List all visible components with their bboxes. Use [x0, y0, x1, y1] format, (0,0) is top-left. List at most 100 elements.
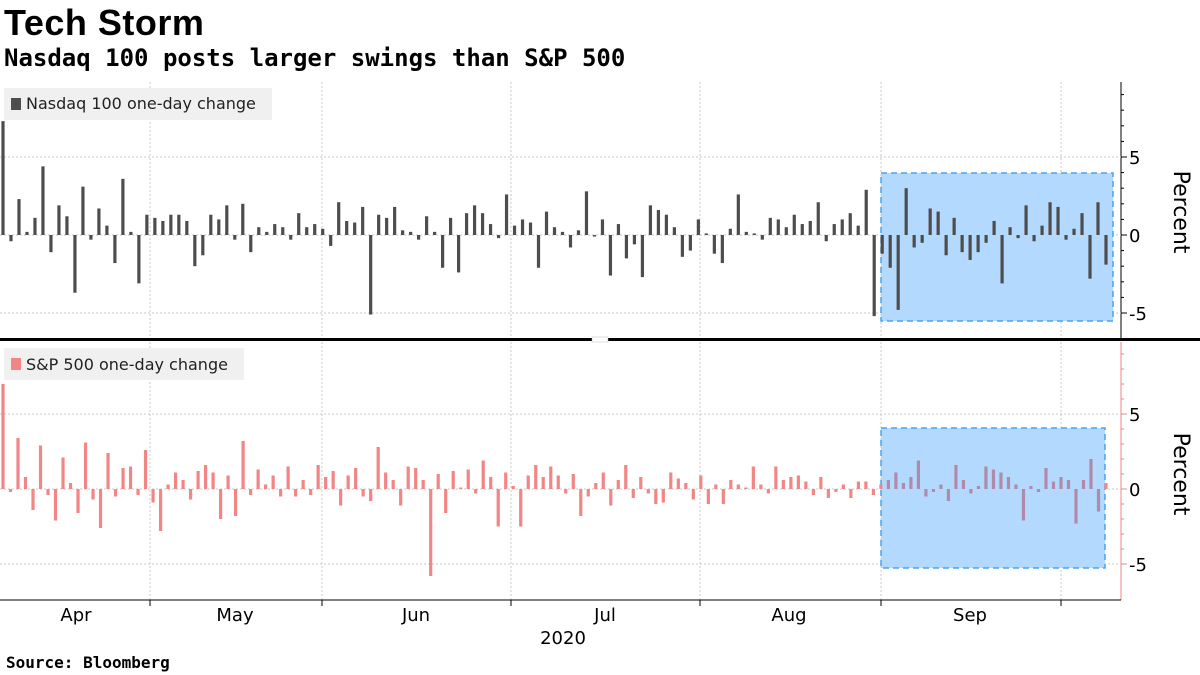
sp500-bar [571, 474, 575, 489]
sp500-bar [781, 480, 785, 489]
sp500-bar [624, 465, 628, 489]
nasdaq-bar [848, 213, 852, 235]
sp500-bar [316, 465, 320, 489]
sp500-bar [346, 475, 350, 489]
sp500-bar [121, 468, 125, 489]
sp500-bar [489, 477, 493, 489]
nasdaq-bar [904, 188, 908, 235]
nasdaq-bar [121, 178, 125, 235]
nasdaq-bar [73, 235, 77, 293]
nasdaq-highlight-box [880, 172, 1114, 322]
nasdaq-bar [768, 217, 772, 235]
sp500-bar [16, 438, 20, 489]
sp500-bar [1, 384, 5, 489]
nasdaq-bar [464, 213, 469, 235]
nasdaq-bar [992, 220, 996, 235]
nasdaq-bar [161, 220, 165, 235]
nasdaq-bar [576, 230, 581, 235]
nasdaq-bar [1032, 235, 1036, 242]
nasdaq-bar [249, 235, 253, 253]
nasdaq-bar [888, 235, 892, 268]
nasdaq-bar [1056, 206, 1060, 235]
nasdaq-bar [632, 235, 637, 245]
nasdaq-bar [17, 199, 21, 235]
nasdaq-bar [209, 214, 213, 235]
sp500-legend-box [4, 348, 244, 380]
sp500-bar [451, 471, 455, 489]
sp500-bar [774, 466, 778, 489]
sp500-bar [729, 480, 733, 489]
nasdaq-bar [672, 227, 676, 235]
nasdaq-bar [592, 235, 597, 237]
nasdaq-bar [321, 228, 325, 235]
sp500-bar [143, 450, 148, 489]
nasdaq-bar [816, 202, 820, 235]
nasdaq-bar [616, 224, 621, 235]
sp500-bar [721, 489, 725, 504]
nasdaq-bar [1048, 202, 1052, 235]
x-tick-label-aug: Aug [771, 605, 806, 626]
sp500-bar [226, 475, 230, 489]
sp500-bar [406, 466, 410, 489]
sp500-bar [331, 471, 335, 489]
sp500-bar [444, 489, 448, 513]
nasdaq-bar [960, 235, 964, 253]
sp500-bar [1051, 481, 1056, 489]
sp500-bar [361, 489, 365, 497]
sp500-bar [669, 472, 673, 489]
nasdaq-bar [385, 217, 389, 235]
sp500-bar [211, 472, 215, 489]
sp500-bar [916, 460, 921, 489]
sp500-bar [1021, 489, 1026, 521]
sp500-bar [23, 477, 28, 489]
nasdaq-bar [752, 233, 756, 235]
nasdaq-bar [640, 235, 645, 278]
nasdaq-y-axis-label: Percent [1168, 171, 1193, 254]
sp500-bar [151, 489, 155, 503]
nasdaq-bar [840, 219, 844, 235]
sp500-bar [579, 489, 583, 516]
sp500-bar [113, 489, 118, 497]
sp500-legend-swatch [11, 358, 21, 370]
sp500-bar [369, 489, 373, 501]
nasdaq-bar [169, 214, 173, 235]
sp500-bar [1029, 486, 1033, 489]
sp500-bar [219, 489, 223, 519]
sp500-bar [819, 477, 823, 489]
nasdaq-bar [265, 231, 269, 235]
chart-subtitle: Nasdaq 100 posts larger swings than S&P … [4, 44, 626, 72]
nasdaq-bar [305, 227, 309, 235]
sp500-bar [309, 489, 313, 495]
sp500-bar [1074, 489, 1078, 524]
nasdaq-bar [712, 235, 716, 254]
nasdaq-bar [25, 231, 29, 235]
nasdaq-bar [680, 235, 684, 257]
nasdaq-bar [1064, 235, 1068, 240]
nasdaq-legend-box [4, 88, 272, 120]
sp500-bar [976, 486, 981, 489]
sp500-bar [76, 489, 80, 513]
sp500-highlight-box [880, 427, 1106, 569]
nasdaq-bar [744, 231, 748, 235]
sp500-bar [271, 475, 275, 489]
sp500-bar [714, 484, 718, 489]
nasdaq-bar [1072, 228, 1076, 235]
nasdaq-bar [345, 220, 349, 235]
sp500-bar [391, 480, 395, 489]
nasdaq-bar [33, 217, 37, 235]
x-tick-label-jul: Jul [593, 605, 616, 626]
nasdaq-bar [145, 214, 149, 235]
nasdaq-bar [560, 231, 565, 235]
sp500-bar [249, 489, 253, 495]
sp500-bar [376, 447, 380, 489]
sp500-bar [158, 489, 163, 531]
sp500-bar [541, 477, 545, 489]
nasdaq-bar [313, 224, 317, 235]
nasdaq-bar [105, 225, 109, 235]
sp500-bar [931, 489, 936, 492]
nasdaq-bar [361, 206, 365, 235]
nasdaq-bar [1000, 235, 1004, 284]
sp500-bar [691, 489, 695, 500]
nasdaq-bar [177, 214, 181, 235]
nasdaq-bar [1024, 205, 1028, 235]
